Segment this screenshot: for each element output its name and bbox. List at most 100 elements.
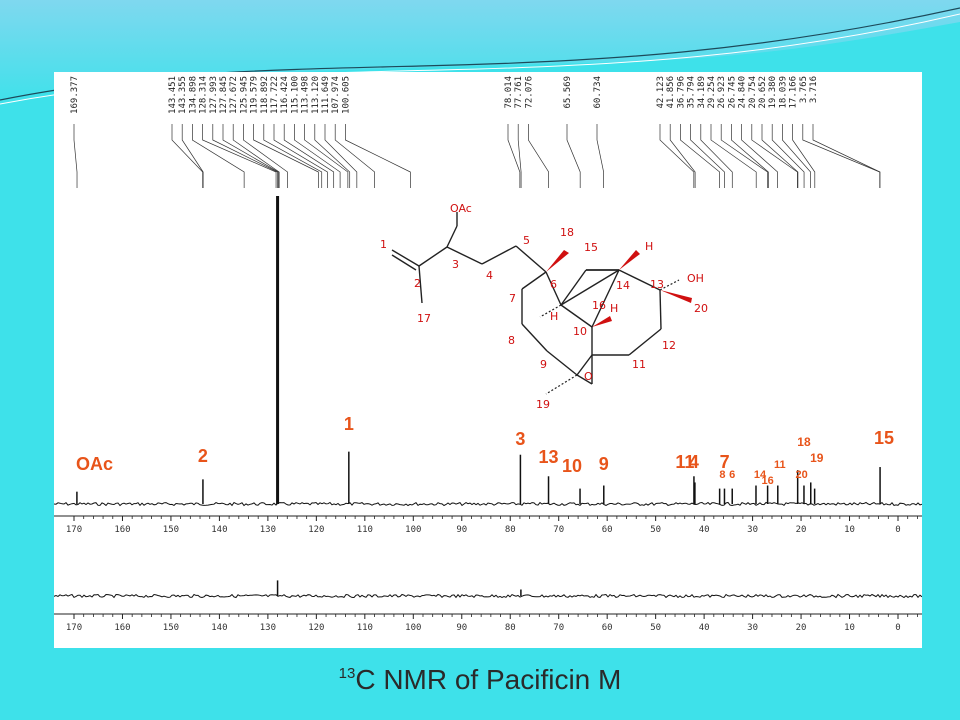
- peak-label: 14: [754, 469, 767, 481]
- peak-label: 8: [719, 469, 725, 481]
- peak-list-leader: [812, 124, 881, 188]
- peak-list-leader: [243, 124, 288, 188]
- main-peak: [723, 488, 726, 504]
- peak-label: 3: [515, 429, 525, 449]
- atom-label: O: [584, 370, 593, 383]
- atom-label: H: [610, 302, 618, 315]
- peak-list-value: 29.254: [707, 76, 717, 109]
- peak-list-value: 169.377: [70, 76, 80, 114]
- atom-label: 14: [616, 279, 630, 292]
- main-tick-label: 110: [357, 525, 373, 535]
- peak-list-leader: [720, 124, 768, 188]
- peak-list-leader: [314, 124, 351, 188]
- peak-list-value: 19.380: [768, 76, 778, 109]
- dept-tick-label: 0: [895, 623, 900, 633]
- atom-label: 11: [632, 358, 646, 371]
- main-peak: [276, 196, 280, 504]
- peak-list-leader: [263, 124, 323, 188]
- peak-list-value: 111.649: [321, 76, 331, 114]
- peak-list-value: 36.796: [676, 76, 686, 109]
- main-spectrum: [54, 196, 922, 507]
- atom-label: 16: [592, 299, 606, 312]
- peak-list-value: 143.355: [178, 76, 188, 114]
- peak-list-leader: [659, 124, 695, 188]
- peak-list-value: 24.840: [738, 76, 748, 109]
- dept-tick-label: 100: [405, 623, 421, 633]
- peak-list-value: 72.076: [524, 76, 534, 109]
- dept-spectrum-axis: 170 160 150 140 130 120 110 100 90 80 70 60 50 40 30 20…: [54, 613, 922, 633]
- atom-label: 3: [452, 258, 459, 271]
- main-tick-label: 50: [650, 525, 661, 535]
- peak-list-leader: [232, 124, 280, 188]
- peak-label: 1: [344, 414, 354, 434]
- main-tick-label: 100: [405, 525, 421, 535]
- dept-tick-label: 50: [650, 623, 661, 633]
- peak-list-leader: [171, 124, 204, 188]
- dept-tick-label: 130: [260, 623, 276, 633]
- peak-label: 15: [874, 428, 894, 448]
- main-peak: [755, 485, 757, 504]
- peak-list-leader: [802, 124, 881, 188]
- atom-label: 13: [650, 278, 664, 291]
- peak-list-leader: [761, 124, 799, 188]
- peak-list-value: 3.716: [809, 76, 819, 103]
- peak-list-leader: [741, 124, 778, 188]
- peak-label: 18: [797, 435, 811, 449]
- atom-label: 7: [509, 292, 516, 305]
- peak-list-value: 17.166: [789, 76, 799, 109]
- peak-list-value: 60.734: [593, 76, 603, 109]
- peak-list-leader: [304, 124, 349, 188]
- peak-list-leader: [731, 124, 769, 188]
- main-tick-label: 20: [796, 525, 807, 535]
- main-peak: [519, 454, 522, 504]
- atom-label: 1: [380, 238, 387, 251]
- dept-tick-label: 40: [699, 623, 710, 633]
- caption-text: C NMR of Pacificin M: [355, 664, 622, 695]
- peak-list-leader: [710, 124, 757, 188]
- peak-list-value: 127.993: [209, 76, 219, 114]
- peak-list-value: 78.014: [504, 76, 514, 109]
- main-tick-label: 40: [699, 525, 710, 535]
- peak-label: 19: [810, 451, 824, 465]
- atom-label: 9: [540, 358, 547, 371]
- peak-list-leader: [212, 124, 278, 188]
- main-peak: [731, 488, 733, 504]
- main-peak: [803, 485, 805, 504]
- peak-list-leader: [73, 124, 78, 188]
- peak-list-value: 35.794: [687, 76, 697, 109]
- main-tick-label: 30: [747, 525, 758, 535]
- dept-tick-label: 90: [456, 623, 467, 633]
- main-tick-label: 150: [163, 525, 179, 535]
- main-tick-label: 120: [308, 525, 324, 535]
- peak-list-leader: [792, 124, 816, 188]
- atom-label: OH: [687, 272, 704, 285]
- peak-list-value: 143.451: [168, 76, 178, 114]
- peak-list-value: 118.892: [260, 76, 270, 114]
- atom-label: 18: [560, 226, 574, 239]
- peak-list-value: 127.845: [219, 76, 229, 114]
- peak-list-value: 18.039: [778, 76, 788, 109]
- main-peak: [202, 479, 204, 504]
- peak-label: 6: [729, 469, 735, 481]
- peak-list-leader: [202, 124, 277, 188]
- peak-list-value: 125.945: [239, 76, 249, 114]
- main-tick-label: 160: [114, 525, 130, 535]
- peak-list-value: 119.579: [250, 76, 260, 114]
- peak-label: 13: [539, 447, 559, 467]
- slide-caption: 13C NMR of Pacificin M: [0, 664, 960, 696]
- peak-list-value: 115.100: [290, 76, 300, 114]
- dept-spectrum: [54, 580, 922, 599]
- peak-list-leader: [782, 124, 811, 188]
- peak-list-value: 134.898: [188, 76, 198, 114]
- main-tick-label: 90: [456, 525, 467, 535]
- main-peak: [76, 491, 78, 504]
- peak-list-value: 65.569: [563, 76, 573, 109]
- peak-list-leader: [334, 124, 375, 188]
- main-tick-label: 0: [895, 525, 900, 535]
- peak-list-leader: [324, 124, 358, 188]
- nmr-spectrum-figure: 169.377 143.451 143.355 134.898 128.314 127.9…: [54, 76, 922, 633]
- peak-label: 16: [761, 475, 773, 487]
- molecular-structure: 1 2 3 4 5 6 7 8 9 10 11 12 13 14 15 16 1…: [380, 202, 708, 411]
- dept-tick-label: 170: [66, 623, 82, 633]
